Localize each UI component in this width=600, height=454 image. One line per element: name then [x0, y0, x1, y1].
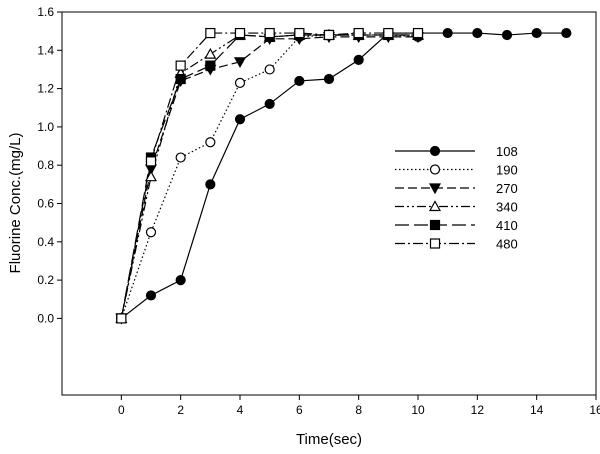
y-tick-label: 1.4 — [37, 43, 54, 57]
x-tick-label: 12 — [471, 403, 485, 417]
legend-label: 270 — [496, 181, 518, 196]
series-line-108 — [120, 32, 567, 319]
legend-label: 480 — [496, 237, 518, 252]
x-axis-ticks: 0 2 4 6 8 10 12 14 16 — [118, 395, 600, 417]
data-point — [205, 137, 216, 148]
y-tick-label: 0.4 — [37, 235, 54, 249]
legend-label: 190 — [496, 163, 518, 178]
data-point — [412, 27, 424, 39]
data-point — [353, 27, 364, 39]
data-point — [294, 27, 305, 39]
data-point — [501, 29, 513, 41]
y-axis-title: Fluorine Conc.(mg/L) — [7, 133, 24, 274]
x-tick-label: 8 — [355, 403, 362, 417]
data-point — [264, 98, 275, 110]
data-point — [234, 114, 246, 125]
data-point — [323, 29, 335, 41]
legend: 108 190 270 340 410 480 — [395, 144, 518, 252]
legend-entry-270: 270 — [395, 181, 518, 196]
data-point — [383, 27, 394, 39]
y-tick-label: 0.2 — [37, 273, 54, 287]
data-point — [175, 73, 186, 85]
data-point — [234, 77, 246, 88]
legend-marker — [428, 200, 442, 212]
series-markers-270 — [115, 32, 425, 325]
y-tick-label: 1.2 — [37, 82, 54, 96]
data-point — [205, 27, 216, 39]
data-point — [144, 170, 158, 182]
data-point — [145, 227, 157, 238]
data-point — [116, 313, 127, 324]
series-line-410 — [120, 34, 418, 319]
x-tick-label: 14 — [530, 403, 544, 417]
legend-entry-190: 190 — [395, 163, 518, 178]
x-tick-label: 16 — [589, 403, 600, 417]
data-point — [175, 275, 186, 286]
series-markers-190 — [116, 29, 424, 324]
y-tick-label: 1.6 — [37, 5, 54, 19]
legend-label: 108 — [496, 144, 518, 159]
y-tick-label: 0.6 — [37, 197, 54, 211]
legend-label: 410 — [496, 218, 518, 233]
series-layer — [115, 27, 572, 325]
y-tick-label: 0.8 — [37, 158, 54, 172]
legend-marker — [429, 238, 441, 249]
data-point — [472, 27, 483, 39]
y-axis-ticks: 0.0 0.2 0.4 0.6 0.8 1.0 1.2 1.4 1.6 — [37, 5, 62, 325]
data-point — [205, 60, 216, 71]
legend-label: 340 — [496, 200, 518, 215]
data-point — [294, 75, 305, 87]
legend-entry-340: 340 — [395, 200, 518, 215]
legend-marker — [429, 219, 441, 231]
data-point — [205, 179, 216, 190]
y-tick-label: 1.0 — [37, 120, 54, 134]
x-tick-label: 4 — [237, 403, 244, 417]
legend-entry-108: 108 — [395, 144, 518, 159]
legend-marker — [428, 183, 442, 195]
data-point — [531, 27, 542, 39]
data-point — [264, 64, 275, 75]
x-tick-label: 10 — [411, 403, 425, 417]
data-point — [323, 73, 335, 85]
data-point — [145, 290, 157, 301]
series-markers-480 — [116, 27, 424, 324]
legend-entry-480: 480 — [395, 237, 518, 252]
series-line-480 — [120, 32, 418, 319]
legend-entry-410: 410 — [395, 218, 518, 233]
x-tick-label: 6 — [296, 403, 303, 417]
data-point — [145, 156, 157, 167]
legend-marker — [429, 145, 441, 157]
data-point — [561, 27, 572, 39]
series-line-190 — [120, 34, 419, 319]
data-point — [264, 27, 275, 39]
data-point — [234, 27, 246, 39]
y-tick-label: 0.0 — [37, 311, 54, 325]
data-point — [353, 54, 364, 65]
data-point — [233, 57, 247, 69]
legend-marker — [429, 164, 441, 175]
series-line-270 — [120, 36, 418, 319]
data-point — [175, 152, 186, 163]
data-point — [442, 27, 453, 39]
x-tick-label: 2 — [177, 403, 184, 417]
x-tick-label: 0 — [118, 403, 125, 417]
series-line-340 — [120, 34, 418, 319]
data-point — [204, 47, 217, 59]
data-point — [175, 60, 186, 71]
x-axis-title: Time(sec) — [296, 431, 362, 448]
